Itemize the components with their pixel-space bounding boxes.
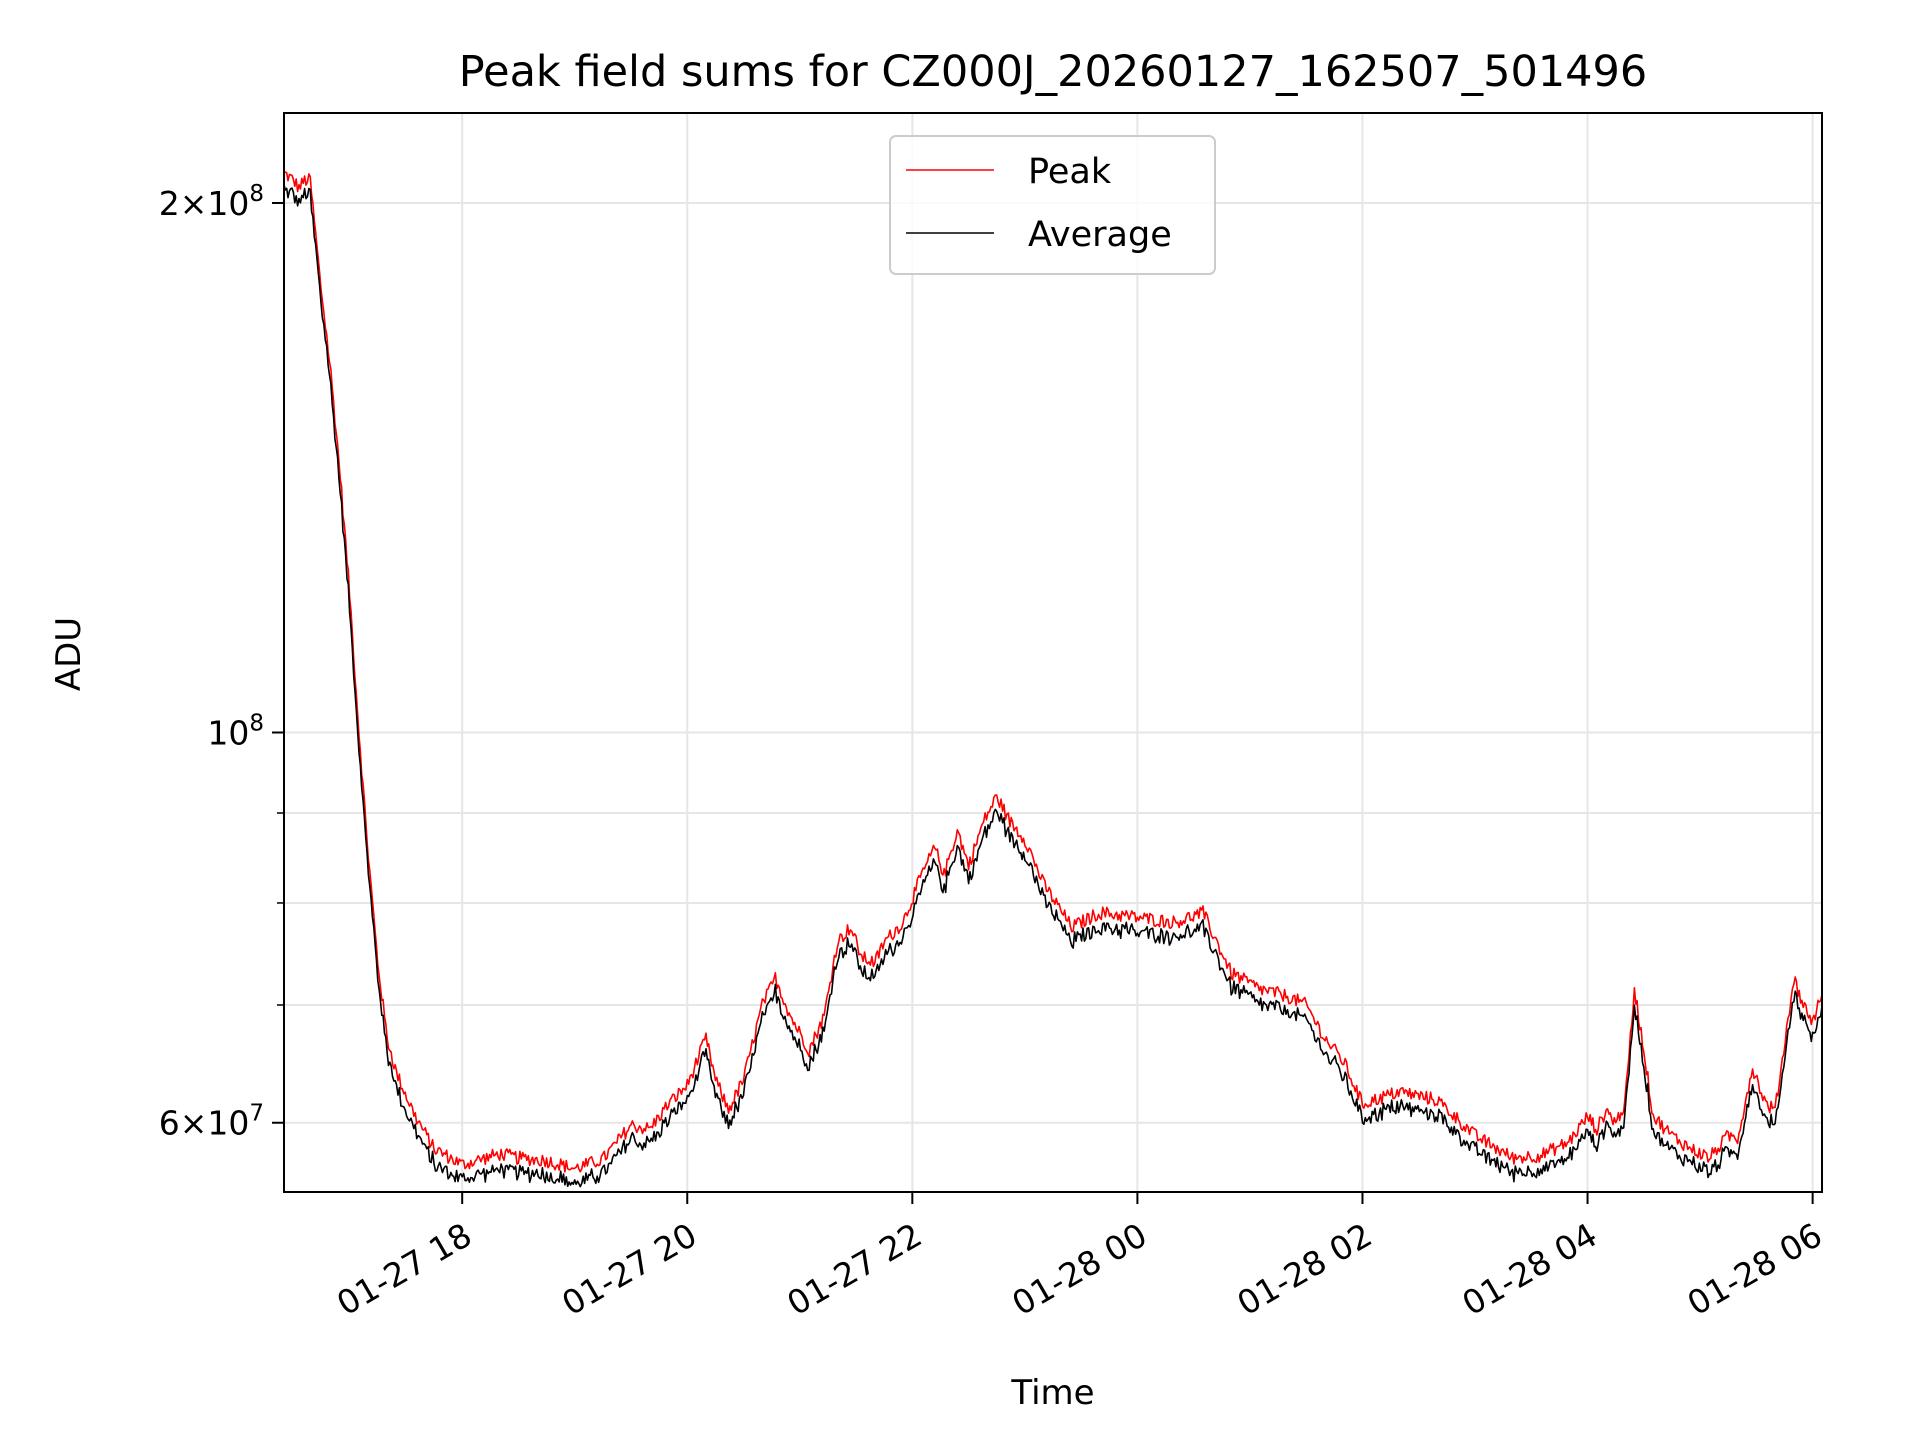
y-tick-label: 2×108 bbox=[159, 181, 264, 223]
plot-frame bbox=[283, 112, 1823, 1193]
x-axis-label: Time bbox=[1010, 1373, 1094, 1413]
series-layer bbox=[284, 170, 1822, 1188]
y-axis: 6×107 108 2×108 bbox=[159, 181, 284, 1143]
legend-label-peak: Peak bbox=[1028, 152, 1112, 192]
series-line-average bbox=[284, 184, 1822, 1188]
y-axis-label: ADU bbox=[49, 617, 89, 691]
chart-title: Peak field sums for CZ000J_20260127_1625… bbox=[459, 47, 1648, 97]
legend: Peak Average bbox=[889, 135, 1216, 275]
legend-label-average: Average bbox=[1028, 215, 1172, 255]
series-line-peak bbox=[284, 170, 1822, 1173]
y-tick-label: 108 bbox=[207, 711, 264, 753]
y-tick-label: 6×107 bbox=[159, 1101, 264, 1143]
